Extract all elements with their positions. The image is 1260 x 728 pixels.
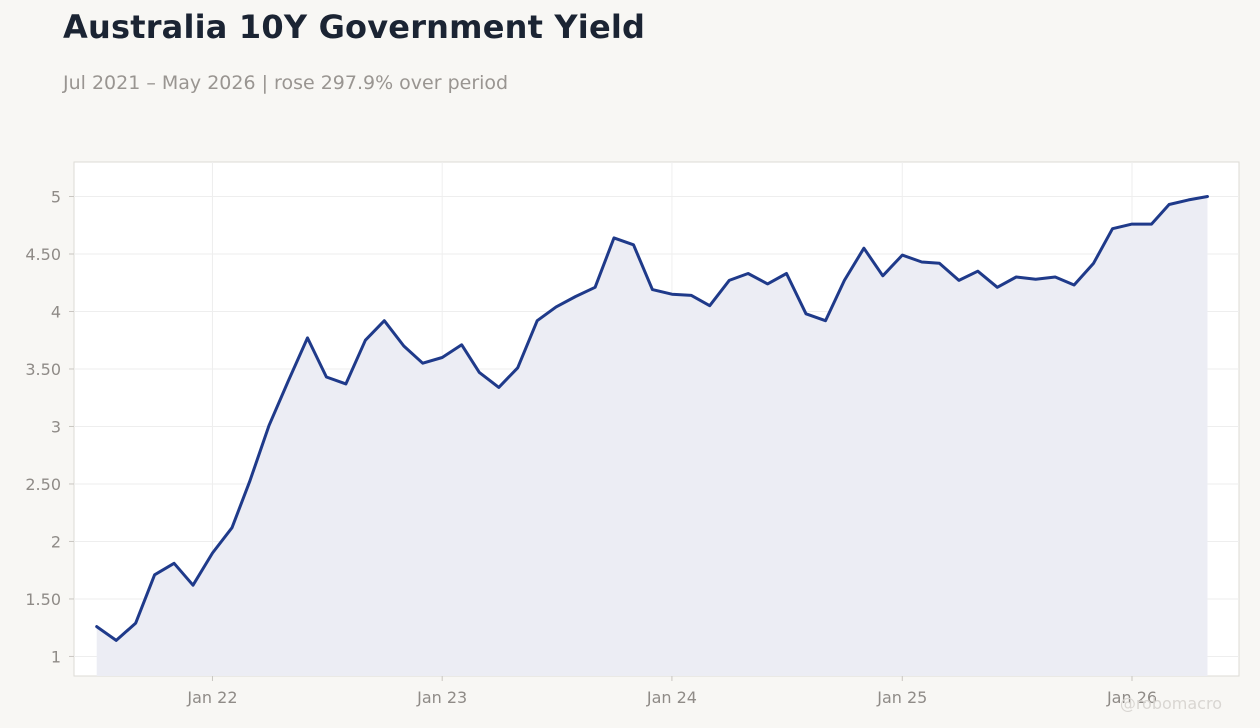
data-point <box>784 271 790 277</box>
data-point <box>1052 274 1058 280</box>
data-point <box>362 337 368 343</box>
data-point <box>726 277 732 283</box>
x-tick-label: Jan 24 <box>646 688 697 707</box>
y-tick-label: 5 <box>51 187 61 206</box>
y-tick-label: 3 <box>51 417 61 436</box>
data-point <box>1033 276 1039 282</box>
data-point <box>1166 202 1172 208</box>
y-tick-label: 1.50 <box>25 590 61 609</box>
data-point <box>823 318 829 324</box>
x-axis-ticks: Jan 22 Jan 23 Jan 24 Jan 25 Jan 26 <box>186 688 1157 707</box>
data-point <box>515 365 521 371</box>
y-tick-label: 2 <box>51 532 61 551</box>
data-point <box>553 304 559 310</box>
data-point <box>133 620 139 626</box>
data-point <box>936 260 942 266</box>
y-tick-label: 4.50 <box>25 245 61 264</box>
data-point <box>841 277 847 283</box>
data-point <box>1186 197 1192 203</box>
x-tick-label: Jan 26 <box>1106 688 1157 707</box>
y-axis-ticks: 1 1.50 2 2.50 3 3.50 4 4.50 5 <box>25 187 61 666</box>
data-point <box>401 343 407 349</box>
data-point <box>1091 260 1097 266</box>
data-point <box>171 560 177 566</box>
y-tick-label: 1 <box>51 647 61 666</box>
data-point <box>285 379 291 385</box>
data-point <box>956 277 962 283</box>
data-point <box>476 369 482 375</box>
data-point <box>861 245 867 251</box>
data-point <box>631 242 637 248</box>
data-point <box>229 525 235 531</box>
data-point <box>611 235 617 241</box>
data-point <box>459 342 465 348</box>
data-point <box>975 268 981 274</box>
data-point <box>1205 194 1211 200</box>
data-point <box>649 287 655 293</box>
chart-subtitle: Jul 2021 – May 2026 | rose 297.9% over p… <box>63 72 509 94</box>
x-tick-label: Jan 25 <box>876 688 927 707</box>
data-point <box>210 550 216 556</box>
data-point <box>343 381 349 387</box>
data-point <box>880 273 886 279</box>
data-point <box>152 572 158 578</box>
data-point <box>1129 221 1135 227</box>
data-point <box>190 582 196 588</box>
x-tick-label: Jan 22 <box>186 688 237 707</box>
data-point <box>439 355 445 361</box>
data-point <box>669 291 675 297</box>
y-tick-label: 4 <box>51 302 61 321</box>
data-point <box>899 252 905 258</box>
data-point <box>765 281 771 287</box>
data-point <box>592 284 598 290</box>
data-point <box>1110 226 1116 232</box>
data-point <box>534 318 540 324</box>
data-point <box>919 259 925 265</box>
x-tick-label: Jan 23 <box>416 688 467 707</box>
data-point <box>323 374 329 380</box>
data-point <box>994 284 1000 290</box>
data-point <box>1071 282 1077 288</box>
data-point <box>420 360 426 366</box>
data-point <box>247 479 253 485</box>
data-point <box>305 335 311 341</box>
series-area-fill <box>96 196 1208 676</box>
chart-title: Australia 10Y Government Yield <box>63 8 646 46</box>
data-point <box>94 624 100 630</box>
watermark: @robomacro <box>1119 694 1222 713</box>
y-tick-label: 2.50 <box>25 475 61 494</box>
data-point <box>745 271 751 277</box>
data-point <box>573 294 579 300</box>
y-tick-label: 3.50 <box>25 360 61 379</box>
data-point <box>707 303 713 309</box>
data-point <box>1013 274 1019 280</box>
data-point <box>496 384 502 390</box>
data-point <box>1149 221 1155 227</box>
data-point <box>803 311 809 317</box>
series-line <box>95 195 1209 642</box>
data-point <box>381 318 387 324</box>
data-point <box>113 637 119 643</box>
data-point <box>688 292 694 298</box>
data-point <box>266 422 272 428</box>
